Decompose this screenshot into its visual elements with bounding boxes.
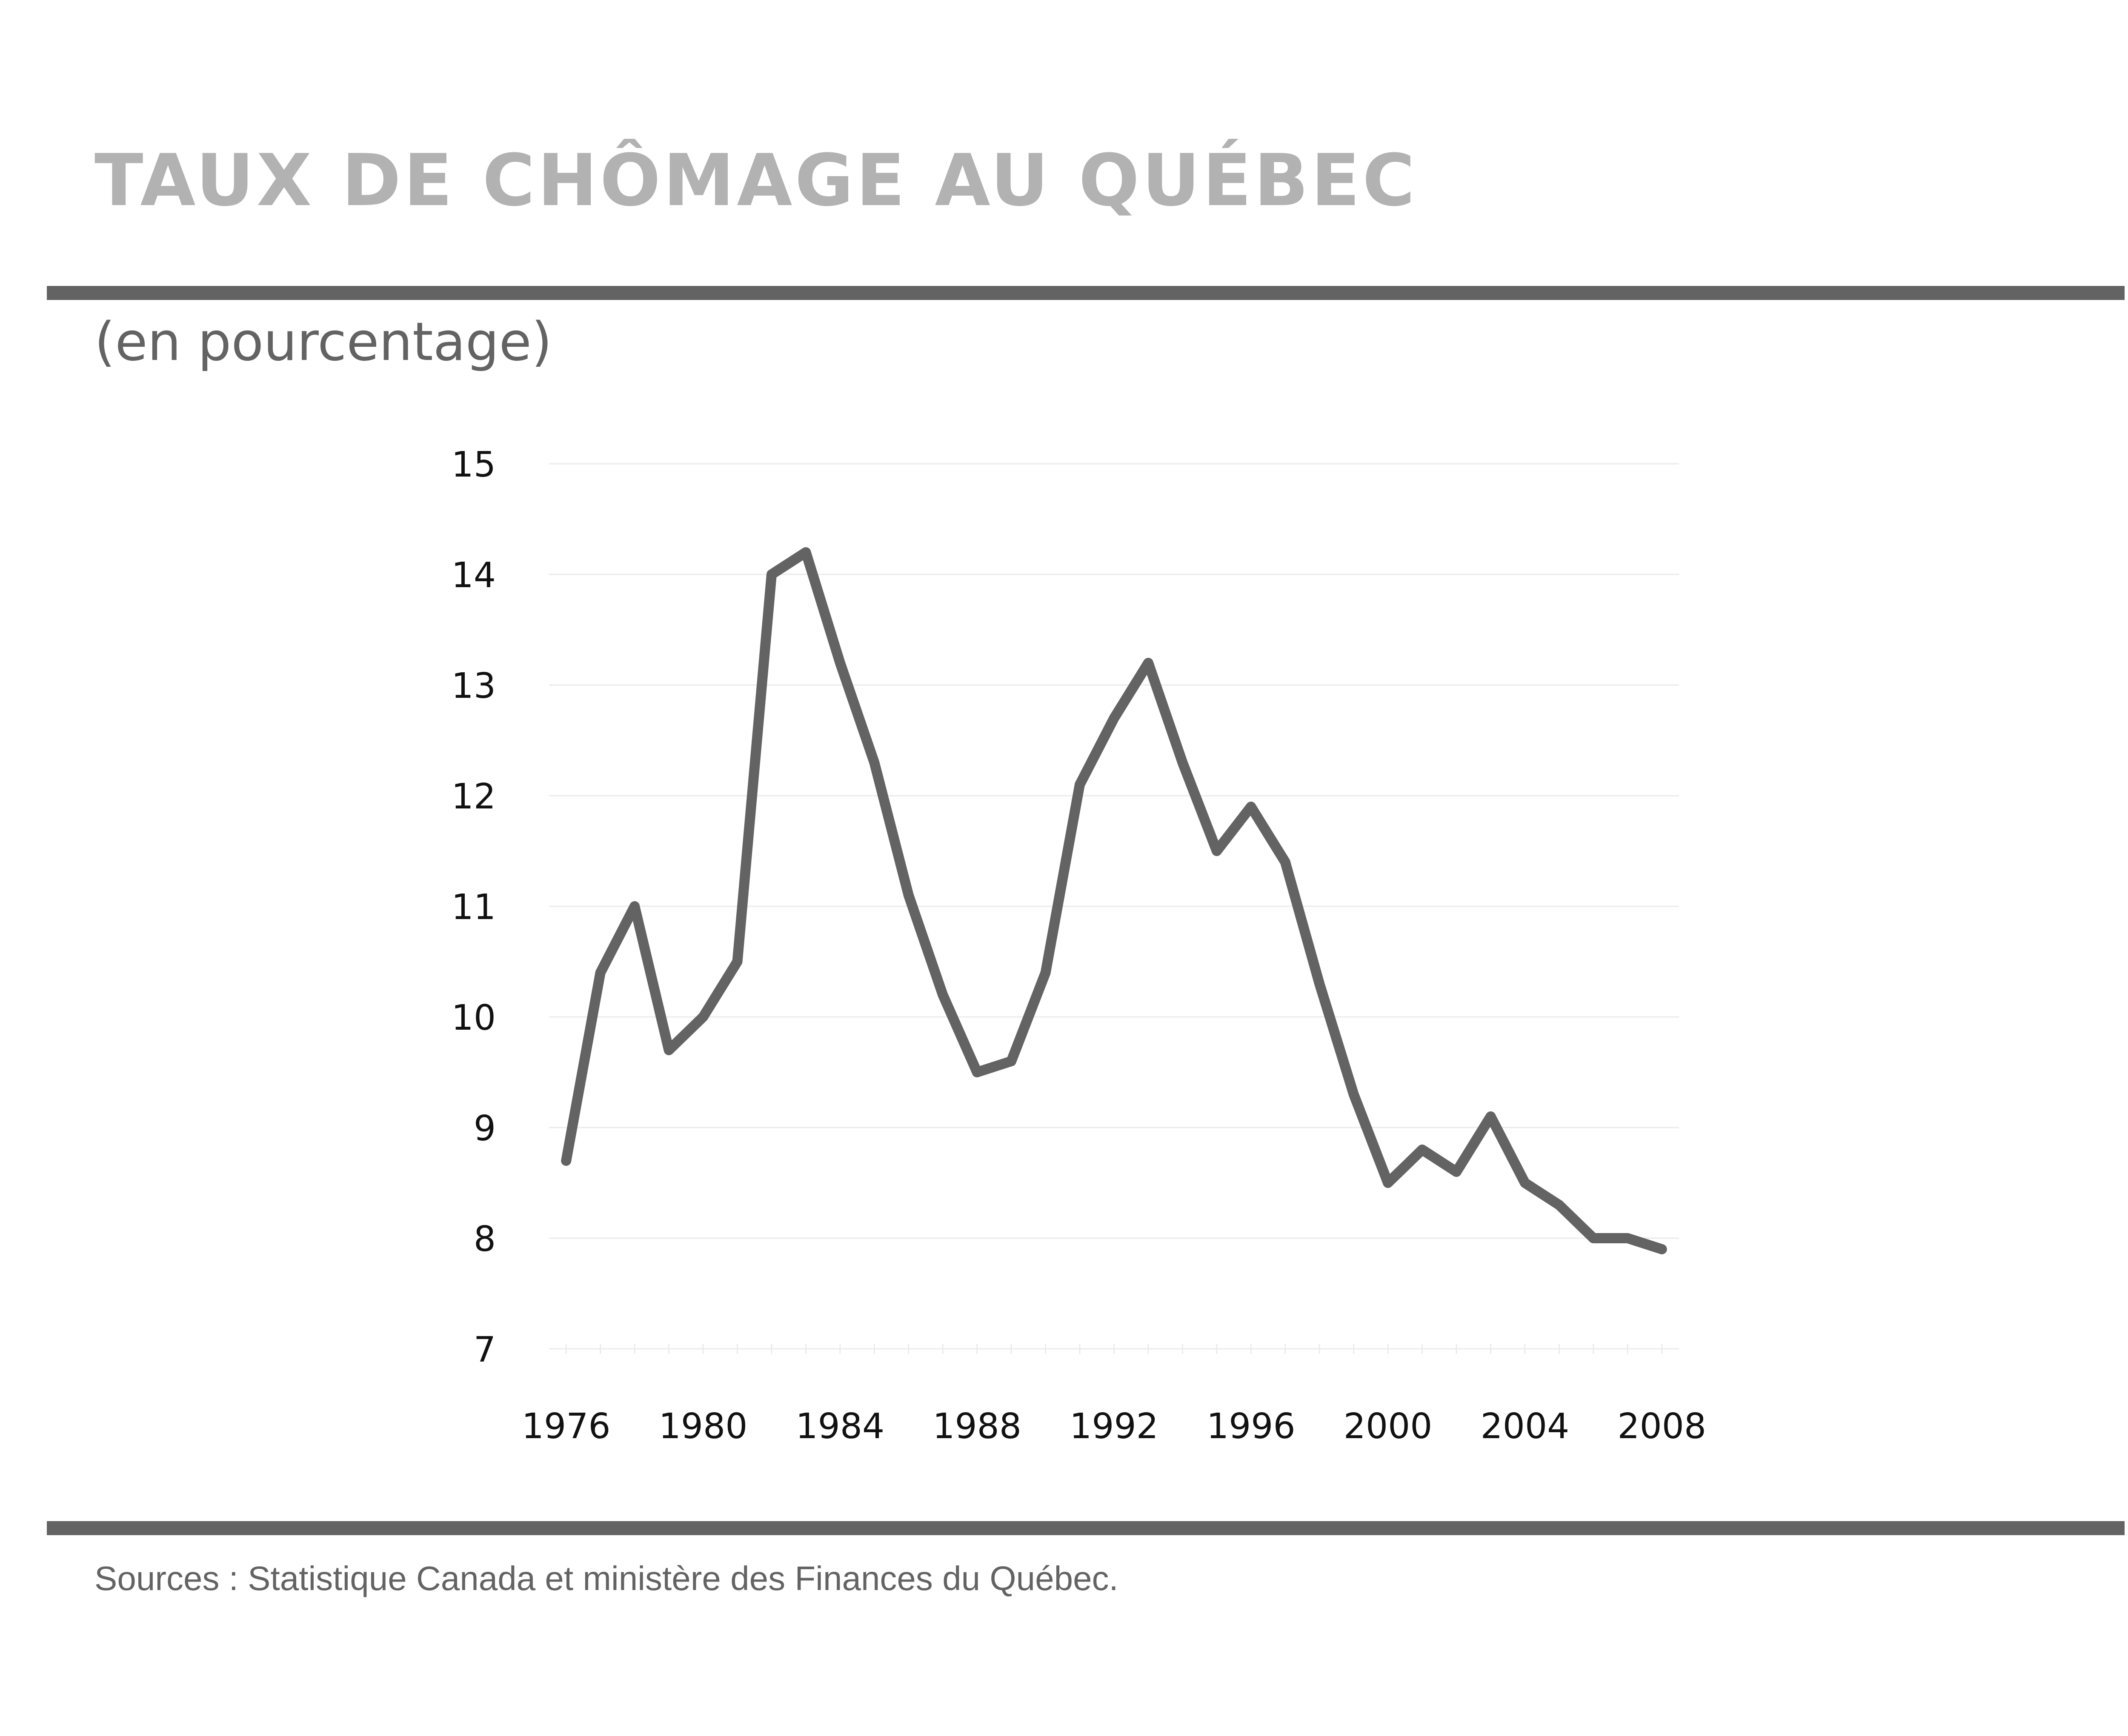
data-point	[938, 990, 948, 1000]
x-tick-label: 1996	[1207, 1406, 1296, 1447]
chart-title: TAUX DE CHÔMAGE AU QUÉBEC	[94, 139, 1418, 222]
data-point	[1349, 1089, 1359, 1099]
data-point	[561, 1156, 571, 1166]
data-point	[904, 890, 914, 900]
data-point	[629, 901, 640, 911]
bottom-rule	[47, 1521, 2125, 1535]
data-point	[1657, 1244, 1667, 1254]
data-point	[595, 968, 606, 978]
y-tick-label: 11	[452, 887, 496, 928]
data-point	[1520, 1178, 1530, 1188]
data-point	[1588, 1233, 1599, 1243]
y-tick-label: 10	[452, 998, 496, 1038]
x-tick-label: 2004	[1481, 1406, 1570, 1447]
data-point	[1177, 757, 1187, 768]
data-point	[732, 957, 743, 967]
x-tick-label: 2008	[1617, 1406, 1706, 1447]
data-point	[801, 547, 811, 557]
data-point	[664, 1045, 674, 1055]
top-rule	[47, 286, 2125, 300]
y-tick-label: 9	[474, 1108, 496, 1149]
data-point	[1041, 968, 1051, 978]
data-point	[869, 757, 879, 768]
data-point	[1143, 658, 1153, 668]
data-point	[1451, 1167, 1462, 1177]
data-point	[1075, 779, 1085, 790]
x-axis-tick-labels: 1976 1980 1984 1988 1992 1996 2000 2004 2008	[522, 1406, 1706, 1447]
data-point	[1383, 1178, 1393, 1188]
chart-subtitle: (en pourcentage)	[94, 311, 552, 373]
data-point	[1314, 979, 1324, 989]
y-tick-label: 15	[452, 445, 496, 485]
data-point	[835, 658, 845, 668]
y-axis-tick-labels: 7 8 9 10 11 12 13 14 15	[452, 445, 496, 1370]
x-axis-minor-ticks	[565, 1344, 1663, 1354]
x-tick-label: 1984	[796, 1406, 885, 1447]
data-point	[1109, 713, 1119, 723]
y-tick-label: 8	[474, 1219, 496, 1259]
data-point	[972, 1067, 982, 1077]
data-point	[767, 569, 777, 580]
series-line	[561, 547, 1667, 1254]
data-point	[1280, 857, 1290, 867]
data-point	[1006, 1056, 1016, 1066]
data-point	[1212, 846, 1222, 856]
data-point	[1622, 1233, 1633, 1243]
data-point	[1486, 1111, 1496, 1122]
y-tick-label: 12	[452, 777, 496, 817]
x-tick-label: 1988	[932, 1406, 1021, 1447]
data-point	[1554, 1200, 1564, 1210]
y-tick-label: 7	[474, 1330, 496, 1370]
y-tick-label: 14	[452, 555, 496, 596]
y-tick-label: 13	[452, 666, 496, 706]
gridlines	[549, 463, 1679, 1350]
data-point	[698, 1012, 708, 1022]
data-point	[1246, 802, 1256, 812]
source-note: Sources : Statistique Canada et ministèr…	[94, 1559, 1118, 1597]
x-tick-label: 2000	[1344, 1406, 1433, 1447]
x-tick-label: 1980	[659, 1406, 748, 1447]
x-tick-label: 1992	[1070, 1406, 1158, 1447]
x-tick-label: 1976	[522, 1406, 611, 1447]
data-point	[1417, 1145, 1427, 1155]
series-layer	[561, 547, 1667, 1254]
